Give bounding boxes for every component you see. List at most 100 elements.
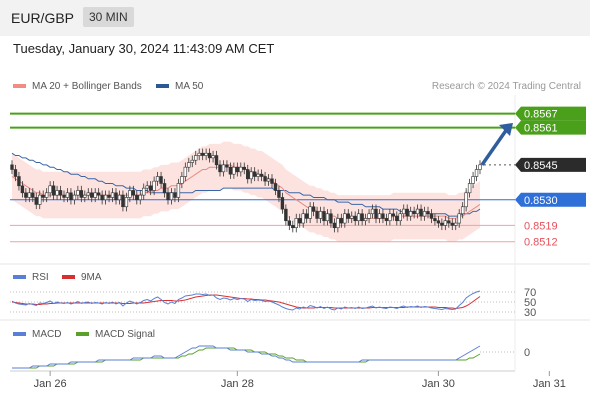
candle-body <box>273 183 278 191</box>
candle-body <box>117 194 122 201</box>
candle-body <box>402 208 406 215</box>
candle-body <box>287 220 292 226</box>
candle-body <box>239 166 243 173</box>
candle-body <box>412 211 416 215</box>
ma20-line <box>11 164 481 219</box>
candle-body <box>311 206 316 212</box>
level-badge-0.8561 <box>515 120 586 135</box>
candle-body <box>395 215 399 222</box>
legend-rsi: RSI <box>13 272 49 283</box>
timeframe-badge[interactable]: 30 MIN <box>83 7 134 27</box>
candle-body <box>405 208 409 217</box>
candle-body <box>298 218 302 224</box>
candle-body <box>69 192 73 201</box>
candle-body <box>426 211 430 215</box>
x-tick-label: Jan 28 <box>221 378 254 390</box>
candle-body <box>381 213 385 219</box>
candle-body <box>169 192 174 201</box>
level-label-0.8545: 0.8545 <box>524 160 558 172</box>
candle-body <box>62 194 66 198</box>
candle-body <box>58 190 63 196</box>
level-badge-0.8545 <box>515 157 586 172</box>
candle-body <box>214 155 219 166</box>
candle-body <box>304 213 309 219</box>
candle-body <box>474 169 479 177</box>
candle-body <box>38 194 42 205</box>
level-label-0.8512: 0.8512 <box>524 237 558 249</box>
candle-body <box>433 218 437 222</box>
candle-body <box>152 180 156 191</box>
candle-body <box>360 213 364 222</box>
candle-body <box>322 211 326 222</box>
legend-macd: MACD <box>13 329 61 340</box>
ma20-swatch <box>13 84 26 89</box>
candle-body <box>207 152 212 159</box>
candle-body <box>266 178 271 182</box>
candle-body <box>211 155 215 159</box>
candle-body <box>79 190 84 198</box>
candle-body <box>48 185 52 194</box>
candle-body <box>100 194 104 201</box>
candle-body <box>436 220 441 224</box>
candle-body <box>443 220 448 226</box>
candle-body <box>329 213 333 224</box>
candle-body <box>114 192 118 201</box>
candle-body <box>124 197 129 208</box>
candle-body <box>325 213 330 222</box>
candle-body <box>252 171 257 177</box>
candle-body <box>103 194 108 201</box>
candle-body <box>471 176 475 184</box>
candle-body <box>398 213 402 222</box>
candle-body <box>27 192 32 198</box>
candle-body <box>55 190 59 196</box>
candle-body <box>308 206 312 219</box>
level-label-0.8561: 0.8561 <box>524 123 558 135</box>
candle-body <box>350 215 354 219</box>
candle-body <box>10 164 14 170</box>
candle-body <box>336 218 340 229</box>
candle-body <box>467 183 472 194</box>
candle-body <box>187 162 191 168</box>
macd-swatch <box>13 332 26 337</box>
candle-body <box>246 169 250 180</box>
candle-body <box>13 169 18 177</box>
candle-body <box>419 208 423 217</box>
candle-body <box>135 194 139 201</box>
candle-body <box>249 171 253 180</box>
candle-body <box>301 213 305 224</box>
candle-body <box>447 220 451 224</box>
x-tick-label: Jan 26 <box>34 378 67 390</box>
macd-level-label-0: 0 <box>524 347 530 359</box>
candle-body <box>346 213 350 219</box>
candle-body <box>90 192 94 198</box>
candle-body <box>291 225 295 229</box>
candle-body <box>218 164 222 173</box>
legend-ma50-label: MA 50 <box>175 81 204 92</box>
candle-body <box>235 166 240 173</box>
candle-body <box>145 185 149 189</box>
candle-body <box>166 192 170 201</box>
rsi-line <box>11 290 481 311</box>
candle-body <box>41 194 45 198</box>
candle-body <box>51 185 56 196</box>
level-label-0.8530: 0.8530 <box>524 195 558 207</box>
candle-body <box>180 176 184 184</box>
candle-body <box>148 185 153 191</box>
candle-body <box>24 192 28 198</box>
candle-body <box>384 218 389 222</box>
candle-body <box>277 190 281 198</box>
signal-swatch <box>76 332 89 337</box>
candle-body <box>93 192 97 198</box>
candle-body <box>83 194 87 198</box>
level-label-0.8519: 0.8519 <box>524 220 558 232</box>
timestamp: Tuesday, January 30, 2024 11:43:09 AM CE… <box>13 41 275 56</box>
candle-body <box>17 176 21 187</box>
candle-body <box>454 222 458 226</box>
candle-body <box>259 173 264 177</box>
candle-body <box>197 152 201 156</box>
candle-body <box>415 208 420 215</box>
candle-body <box>173 192 177 198</box>
candle-body <box>183 166 188 177</box>
candle-body <box>363 218 368 222</box>
